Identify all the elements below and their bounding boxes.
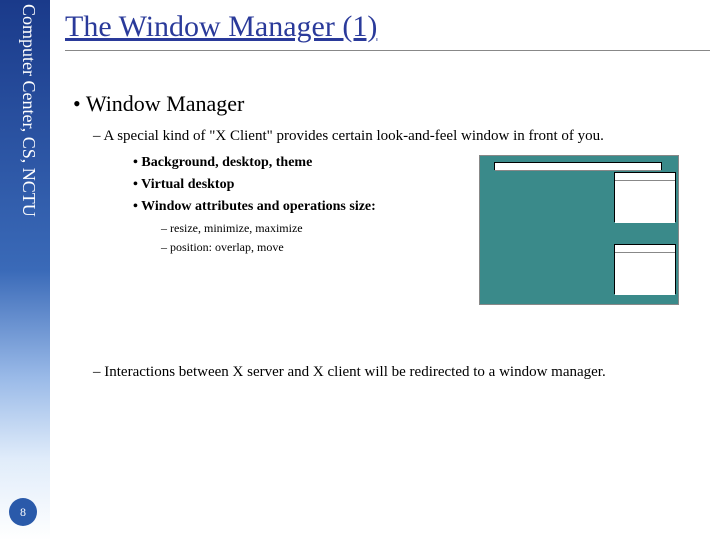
sidebar-org-text: Computer Center, CS, NCTU: [18, 4, 39, 217]
bullet-sub2-c: Window attributes and operations size:: [65, 199, 475, 215]
bullet-sub1-a: A special kind of "X Client" provides ce…: [65, 127, 710, 147]
content-row: Background, desktop, theme Virtual deskt…: [65, 155, 710, 305]
bullet-sub2-b: Virtual desktop: [65, 177, 475, 193]
sidebar: Computer Center, CS, NCTU 8: [0, 0, 50, 540]
title-divider: [65, 50, 710, 51]
bottom-block: Interactions between X server and X clie…: [65, 363, 710, 383]
bullet-sub2-a: Background, desktop, theme: [65, 155, 475, 171]
screenshot-thumbnail: [479, 155, 679, 305]
thumb-window-2: [614, 172, 676, 222]
bullet-sub3-a: resize, minimize, maximize: [65, 221, 475, 236]
thumb-window-3: [614, 244, 676, 294]
page-number-badge: 8: [9, 498, 37, 526]
bullet-column: Background, desktop, theme Virtual deskt…: [65, 155, 475, 259]
slide-content: The Window Manager (1) Window Manager A …: [65, 10, 710, 390]
bullet-main: Window Manager: [65, 91, 710, 117]
bullet-sub3-b: position: overlap, move: [65, 240, 475, 255]
slide-title: The Window Manager (1): [65, 10, 710, 44]
bullet-sub1-b: Interactions between X server and X clie…: [65, 363, 710, 383]
thumb-window-1: [494, 162, 662, 170]
